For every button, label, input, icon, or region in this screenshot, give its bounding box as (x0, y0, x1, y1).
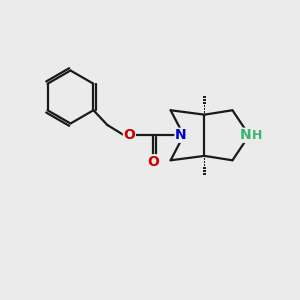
Text: O: O (147, 155, 159, 169)
Text: H: H (252, 129, 262, 142)
Text: N: N (175, 128, 187, 142)
Text: N: N (240, 128, 251, 142)
Text: O: O (124, 128, 135, 142)
